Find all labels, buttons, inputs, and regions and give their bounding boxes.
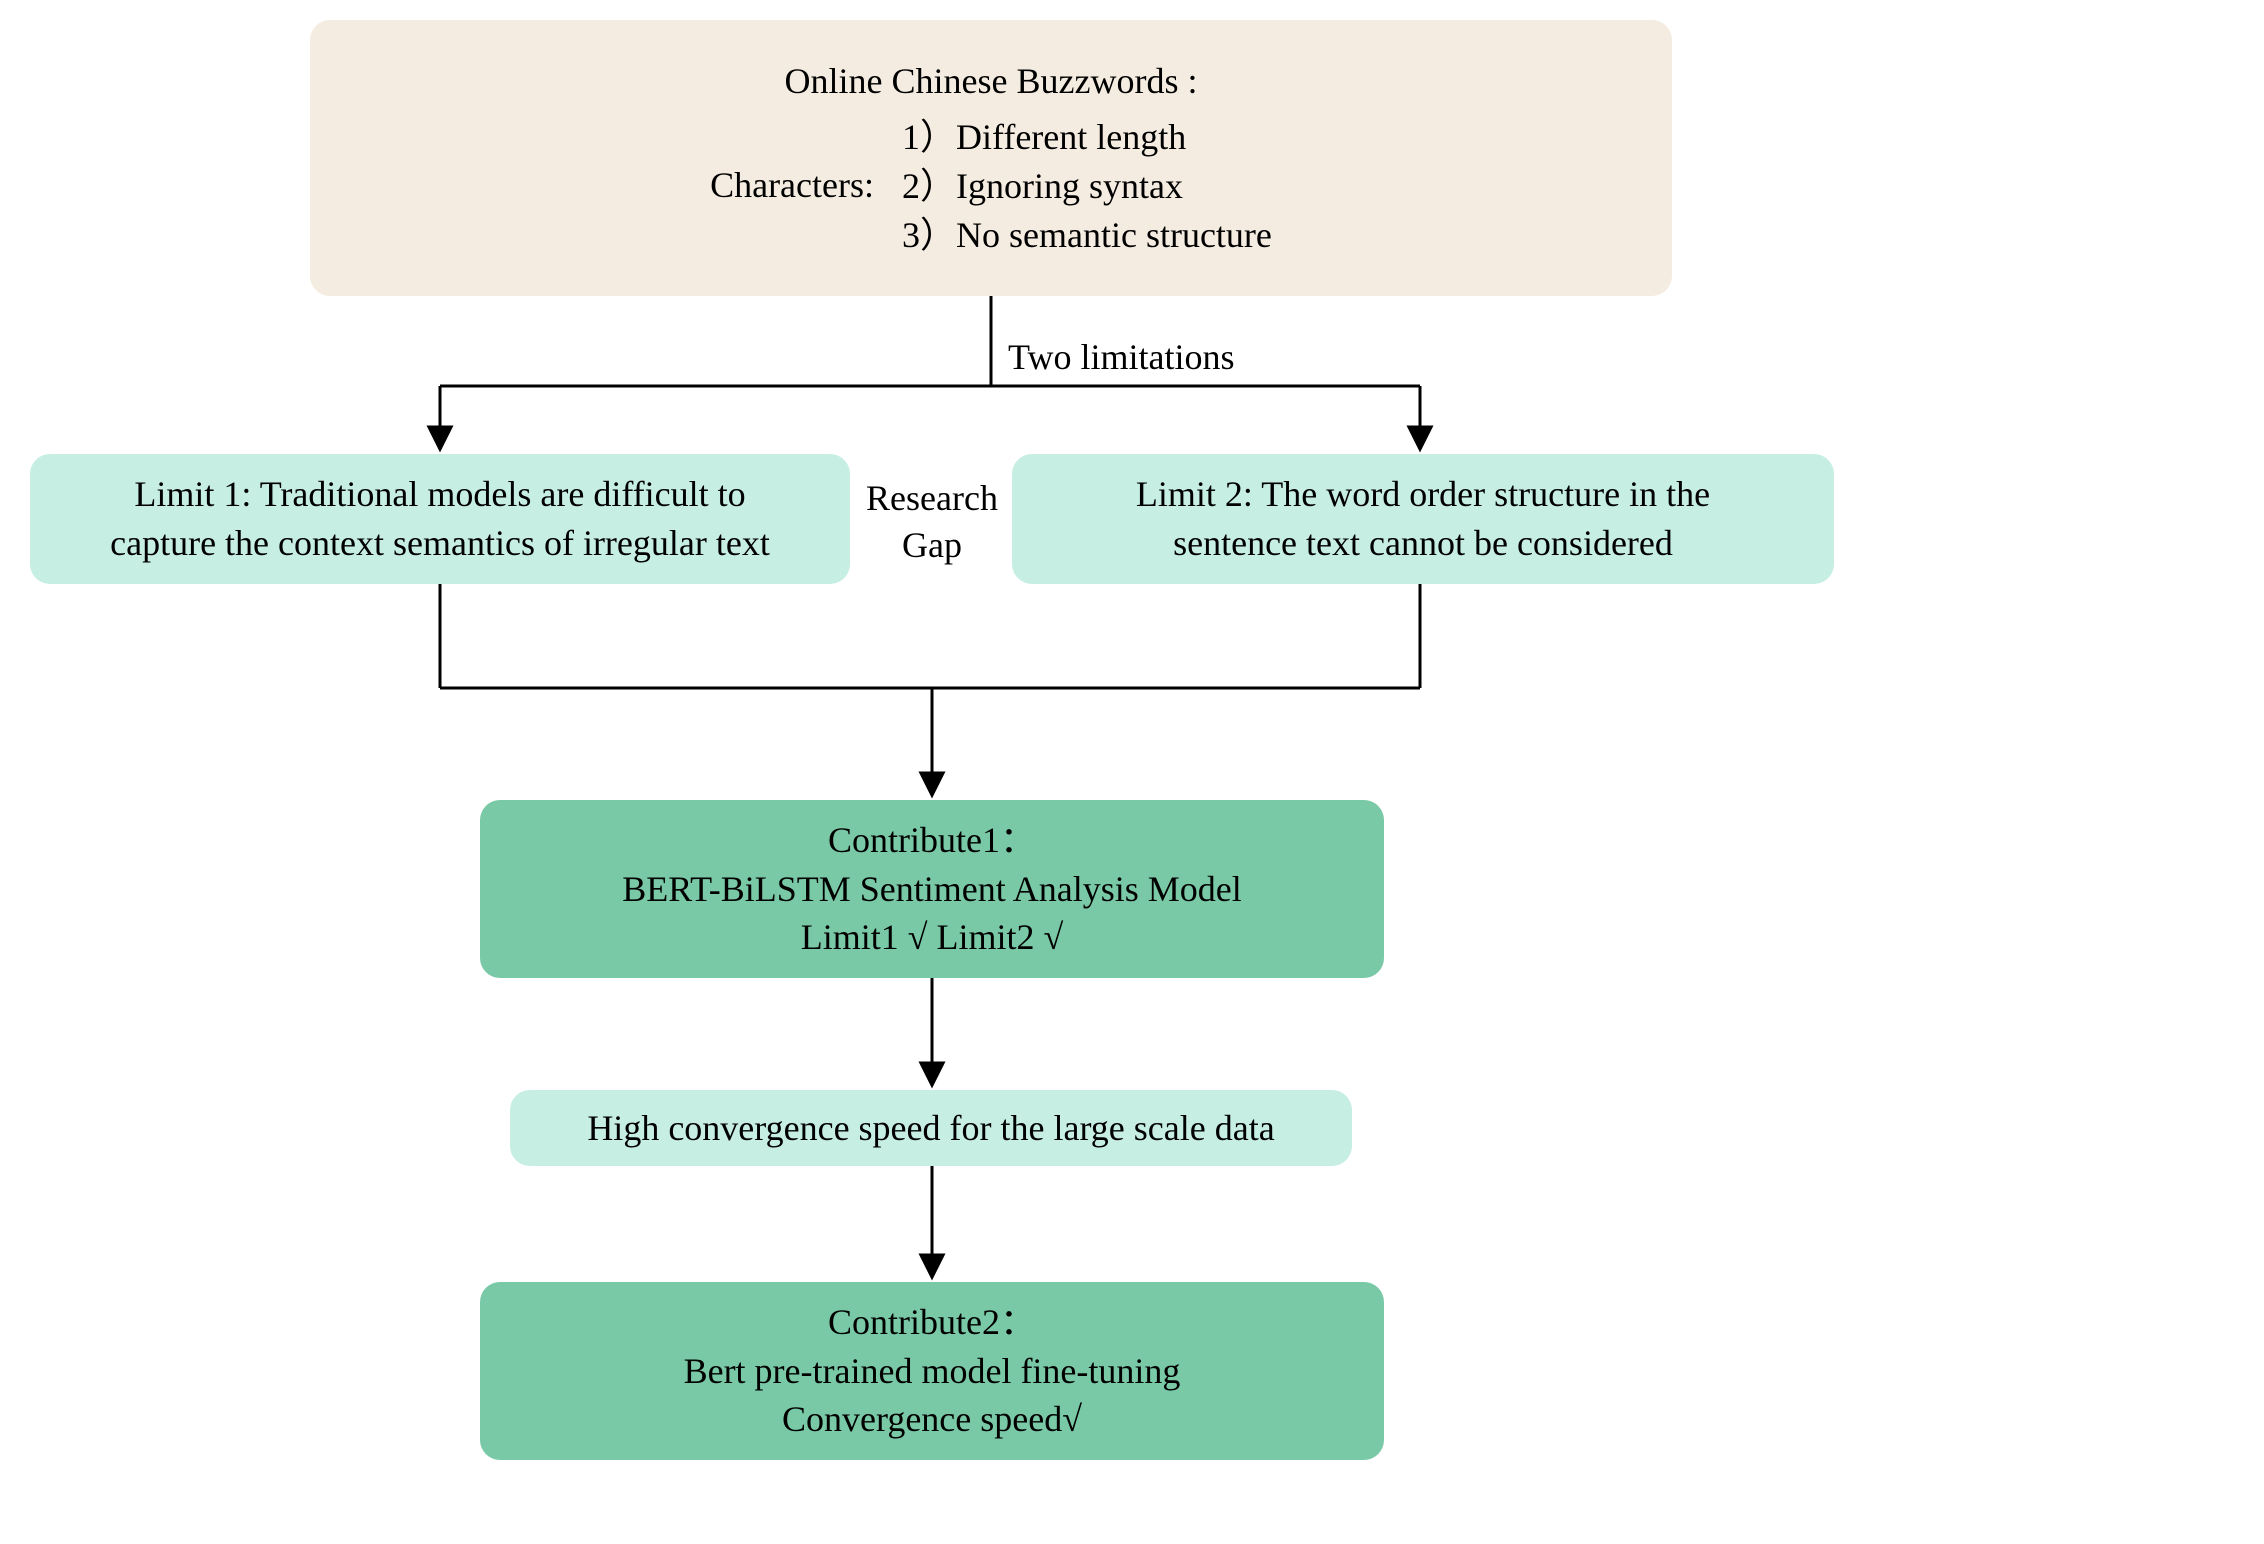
flow-connectors bbox=[0, 0, 2264, 1544]
